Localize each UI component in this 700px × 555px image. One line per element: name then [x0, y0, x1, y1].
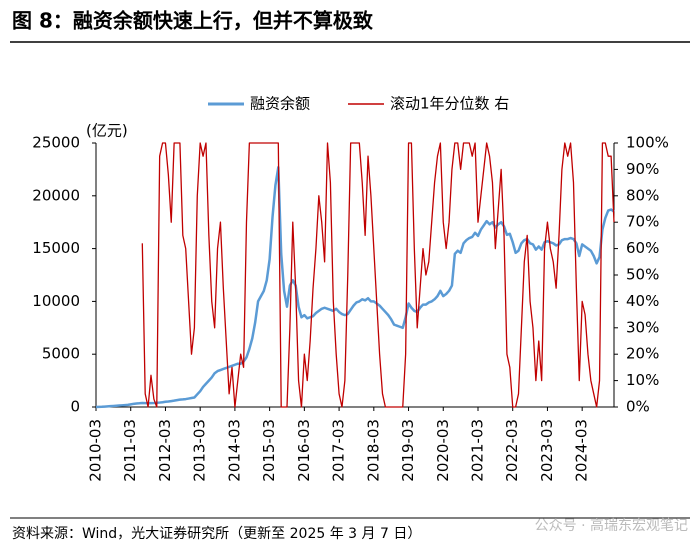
source: 资料来源：Wind，光大证券研究所（更新至 2025 年 3 月 7 日）: [12, 526, 421, 542]
series-line: [141, 142, 615, 408]
y-tick-label: 5000: [42, 345, 80, 363]
x-tick-label: 2020-03: [434, 419, 452, 482]
y2-tick-label: 70%: [626, 213, 659, 231]
y2-tick-label: 0%: [626, 398, 650, 416]
y2-tick-label: 100%: [626, 134, 669, 152]
y2-tick-label: 30%: [626, 318, 659, 336]
x-tick-label: 2013-03: [191, 419, 209, 482]
x-tick-label: 2012-03: [156, 419, 174, 482]
y2-tick-label: 50%: [626, 266, 659, 284]
x-tick-label: 2010-03: [87, 419, 105, 482]
x-tick-label: 2017-03: [330, 419, 348, 482]
x-tick-label: 2015-03: [260, 419, 278, 482]
x-tick-label: 2016-03: [295, 419, 313, 482]
y2-tick-label: 20%: [626, 345, 659, 363]
y-tick-label: 10000: [32, 292, 80, 310]
x-tick-label: 2018-03: [364, 419, 382, 482]
x-tick-label: 2019-03: [399, 419, 417, 482]
x-tick-label: 2024-03: [573, 419, 591, 482]
x-tick-label: 2022-03: [503, 419, 521, 482]
x-tick-label: 2014-03: [225, 419, 243, 482]
y2-tick-label: 40%: [626, 292, 659, 310]
legend-label: 融资余额: [250, 95, 310, 113]
y-tick-label: 20000: [32, 186, 80, 204]
watermark: 公众号 · 高瑞东宏观笔记: [535, 517, 688, 534]
y-axis-label: (亿元): [86, 122, 128, 140]
y-tick-label: 15000: [32, 239, 80, 257]
y2-tick-label: 90%: [626, 160, 659, 178]
legend-label: 滚动1年分位数 右: [390, 95, 509, 113]
y-tick-label: 25000: [32, 134, 80, 152]
y2-tick-label: 10%: [626, 371, 659, 389]
x-tick-label: 2011-03: [121, 419, 139, 482]
y2-tick-label: 60%: [626, 239, 659, 257]
x-tick-label: 2021-03: [468, 419, 486, 482]
y2-tick-label: 80%: [626, 186, 659, 204]
y-tick-label: 0: [70, 398, 80, 416]
chart-title: 图 8：融资余额快速上行，但并不算极致: [12, 9, 374, 33]
x-tick-label: 2023-03: [538, 419, 556, 482]
